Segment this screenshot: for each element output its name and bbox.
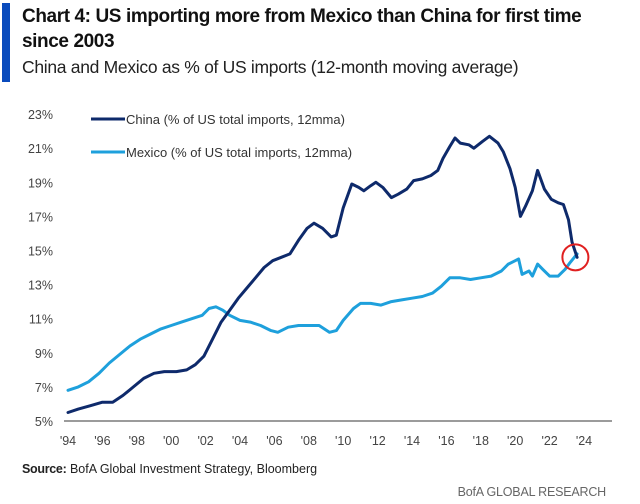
x-tick-label: '00 bbox=[163, 434, 179, 448]
series-line-china bbox=[66, 134, 579, 414]
legend: China (% of US total imports, 12mma) Mexi… bbox=[91, 112, 352, 160]
y-tick-label: 11% bbox=[29, 313, 53, 327]
y-axis: 5% 7% 9% 11% 13% 15% 17% 19% 21% 23% bbox=[28, 108, 53, 429]
x-tick-label: '04 bbox=[232, 434, 248, 448]
x-tick-label: '10 bbox=[335, 434, 351, 448]
y-tick-label: 9% bbox=[35, 347, 53, 361]
y-tick-label: 7% bbox=[35, 381, 53, 395]
legend-label-mexico: Mexico (% of US total imports, 12mma) bbox=[126, 145, 352, 160]
y-tick-label: 21% bbox=[28, 142, 53, 156]
brand-label: BofA GLOBAL RESEARCH bbox=[457, 485, 607, 499]
x-axis: '94 '96 '98 '00 '02 '04 '06 '08 '10 '12 '14 '16 '18 '… bbox=[60, 434, 592, 448]
y-tick-label: 13% bbox=[28, 279, 53, 293]
x-tick-label: '06 bbox=[266, 434, 282, 448]
x-tick-label: '14 bbox=[404, 434, 420, 448]
x-tick-label: '08 bbox=[301, 434, 317, 448]
y-tick-label: 17% bbox=[28, 210, 53, 224]
x-tick-label: '12 bbox=[369, 434, 385, 448]
legend-label-china: China (% of US total imports, 12mma) bbox=[126, 112, 345, 127]
x-tick-label: '18 bbox=[473, 434, 489, 448]
source-text: BofA Global Investment Strategy, Bloombe… bbox=[69, 462, 318, 476]
y-tick-label: 15% bbox=[28, 245, 53, 259]
y-tick-label: 23% bbox=[28, 108, 53, 122]
chart-title: Chart 4: US importing more from Mexico t… bbox=[22, 6, 582, 52]
y-tick-label: 5% bbox=[35, 415, 53, 429]
crossover-highlight-circle bbox=[561, 243, 590, 272]
x-tick-label: '24 bbox=[576, 434, 592, 448]
x-tick-label: '02 bbox=[197, 434, 213, 448]
source-label: Source: bbox=[22, 462, 67, 476]
series-layer bbox=[66, 134, 579, 414]
series-line-mexico bbox=[66, 252, 579, 392]
line-chart: 5% 7% 9% 11% 13% 15% 17% 19% 21% 23% '94 '96 '98 '00… bbox=[28, 108, 612, 448]
x-tick-label: '94 bbox=[60, 434, 76, 448]
x-tick-label: '22 bbox=[541, 434, 557, 448]
chart-subtitle: China and Mexico as % of US imports (12-… bbox=[22, 57, 519, 77]
x-tick-label: '16 bbox=[438, 434, 454, 448]
source-note: Source: BofA Global Investment Strategy,… bbox=[22, 462, 317, 476]
title-accent-bar bbox=[2, 3, 10, 82]
x-tick-label: '20 bbox=[507, 434, 523, 448]
y-tick-label: 19% bbox=[28, 176, 53, 190]
x-tick-label: '98 bbox=[129, 434, 145, 448]
x-tick-label: '96 bbox=[94, 434, 110, 448]
